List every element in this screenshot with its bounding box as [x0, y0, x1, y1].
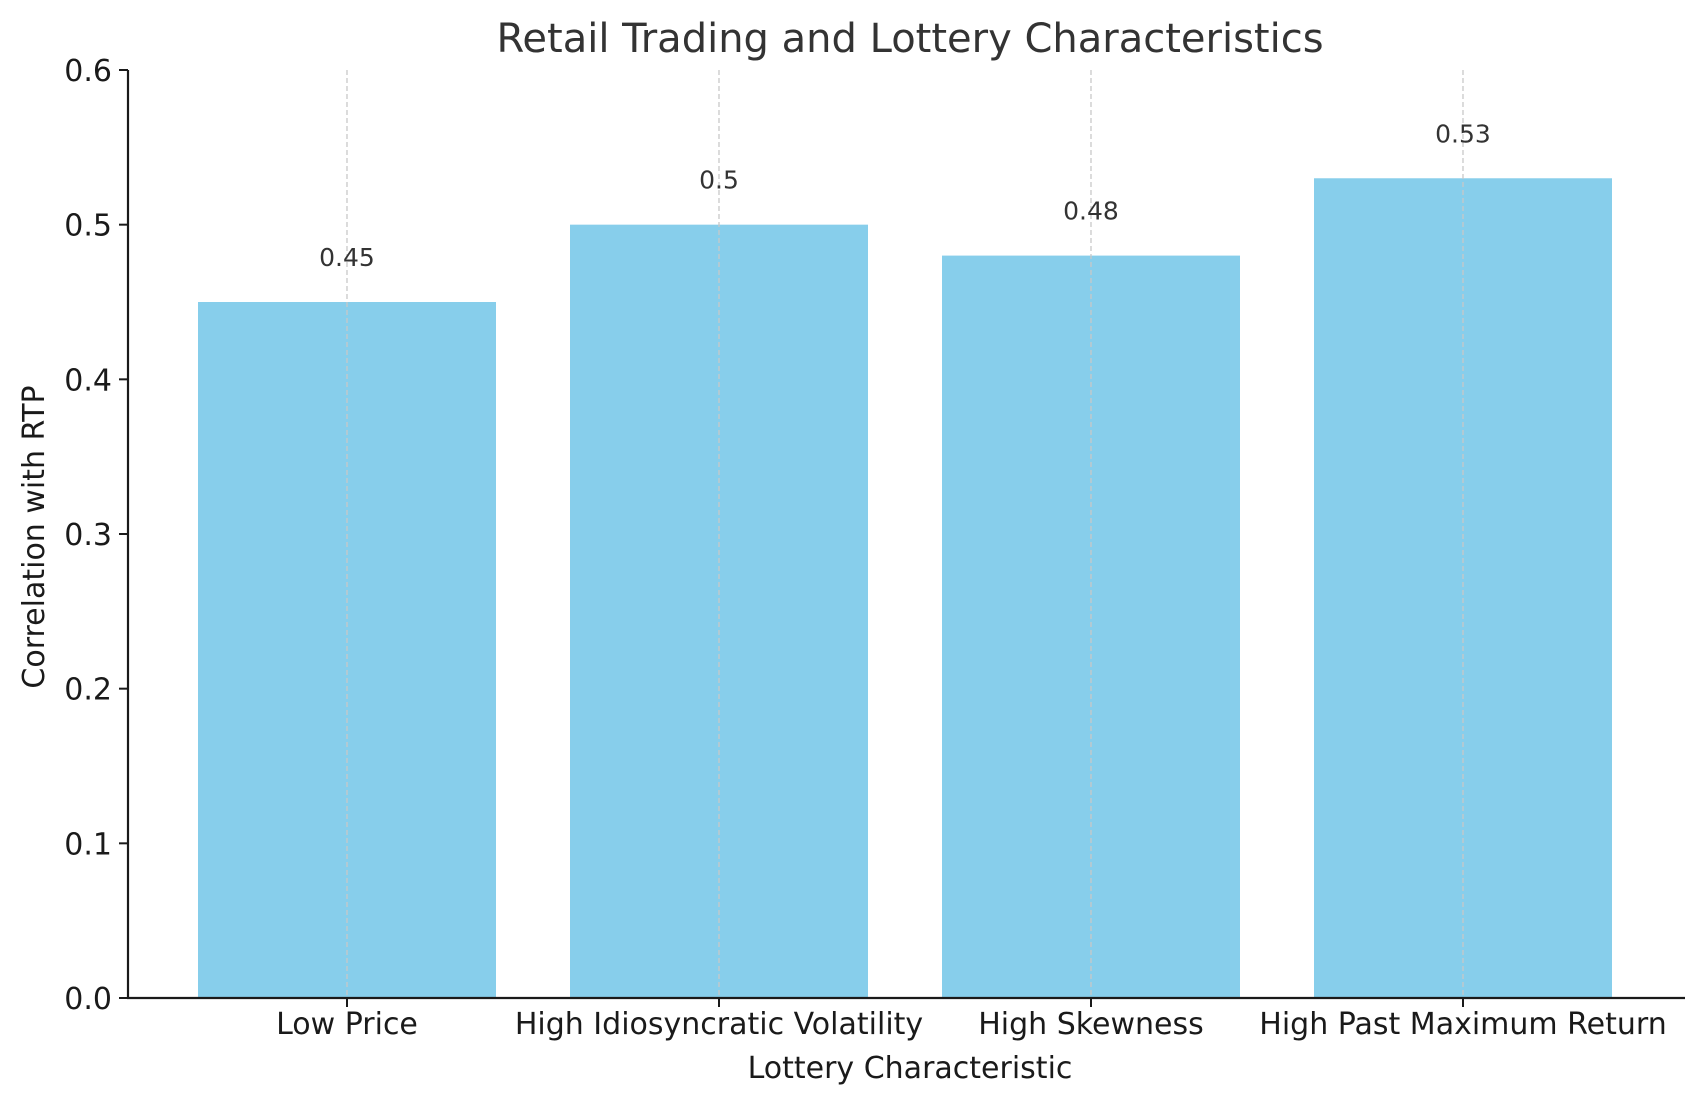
y-tick-label: 0.1: [64, 827, 112, 862]
y-tick-label: 0.4: [64, 363, 112, 398]
y-tick-label: 0.2: [64, 673, 112, 708]
y-tick-label: 0.6: [64, 54, 112, 89]
bar: [1314, 178, 1612, 998]
x-tick-label: High Past Maximum Return: [1259, 1007, 1666, 1042]
data-labels-layer: 0.45 0.5 0.48 0.53: [319, 119, 1491, 272]
x-tick-label: High Skewness: [978, 1007, 1204, 1042]
x-axis-label: Lottery Characteristic: [748, 1051, 1073, 1086]
y-axis-label: Correlation with RTP: [17, 385, 52, 688]
x-tick-label: High Idiosyncratic Volatility: [515, 1007, 923, 1042]
x-tick-label: Low Price: [276, 1007, 418, 1042]
data-label: 0.5: [699, 166, 739, 195]
chart-title: Retail Trading and Lottery Characteristi…: [496, 16, 1323, 62]
y-tick-label: 0.3: [64, 518, 112, 553]
data-label: 0.48: [1063, 197, 1119, 226]
y-tick-label: 0.5: [64, 209, 112, 244]
y-tick-label: 0.0: [64, 982, 112, 1017]
data-label: 0.45: [319, 243, 375, 272]
grid-layer: [346, 70, 1464, 998]
data-label: 0.53: [1435, 119, 1491, 148]
axes-layer: Low Price High Idiosyncratic Volatility Hi…: [64, 54, 1685, 1042]
